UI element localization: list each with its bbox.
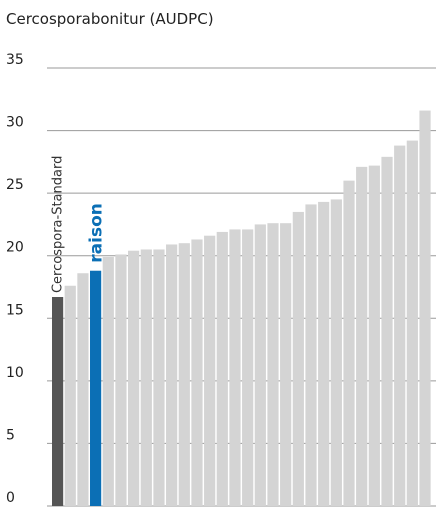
bar [254,224,266,506]
y-tick-label: 15 [6,302,24,318]
bar [356,166,368,506]
y-tick-label: 25 [6,177,24,193]
bar [242,229,254,507]
bar [318,201,330,506]
bar [216,231,228,507]
bar [343,180,355,506]
bar-standard [52,297,64,506]
annotations: Cercospora-Standard raison [51,156,107,293]
bar [140,249,152,506]
bar [64,285,76,506]
bar [229,229,241,507]
y-tick-label: 35 [6,52,24,68]
bar [128,250,140,506]
bar [381,156,393,506]
bar [368,165,380,506]
y-tick-label: 10 [6,365,24,381]
bar [204,235,216,507]
bar [115,254,127,506]
y-tick-label: 30 [6,115,24,131]
bar [77,273,89,506]
y-axis-ticks: 0 5 10 15 20 25 30 35 [6,52,24,506]
bar [419,110,431,506]
chart-title: Cercosporabonitur (AUDPC) [6,10,214,28]
bar [280,223,292,507]
label-raison: raison [87,203,107,263]
bar [102,256,114,506]
bars [52,110,431,507]
bar [406,140,418,506]
y-tick-label: 0 [6,490,15,506]
bar [330,199,342,506]
bar [292,211,304,506]
y-tick-label: 5 [6,427,15,443]
bar [394,145,406,507]
bar [153,249,165,506]
bar-raison [90,270,102,506]
bar [267,223,279,507]
bar [166,244,178,507]
label-standard: Cercospora-Standard [51,156,66,293]
bar [191,239,203,506]
bar [305,204,317,507]
bar [178,243,190,506]
y-tick-label: 20 [6,240,24,256]
